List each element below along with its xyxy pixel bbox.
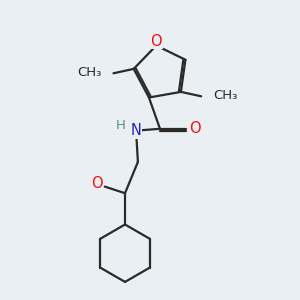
Text: H: H [116,119,125,132]
Text: O: O [150,34,162,49]
Text: CH₃: CH₃ [213,89,237,102]
Text: O: O [91,176,103,191]
Text: O: O [189,121,201,136]
Text: CH₃: CH₃ [77,66,102,79]
Text: N: N [130,123,142,138]
